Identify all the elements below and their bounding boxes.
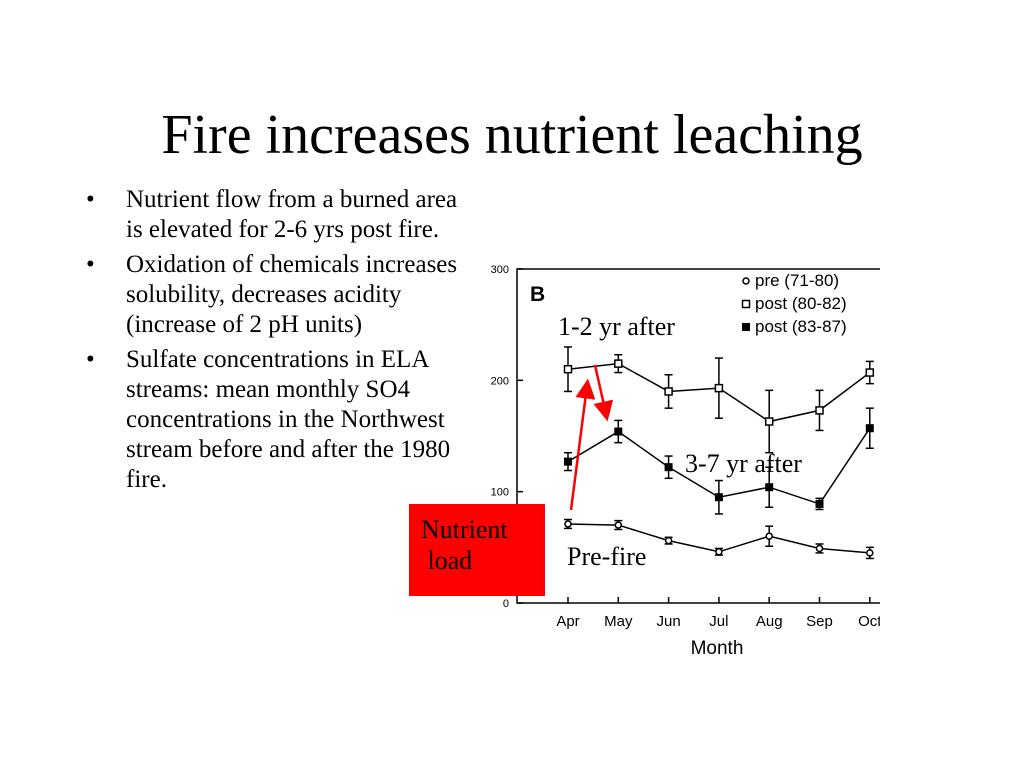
slide-title: Fire increases nutrient leaching <box>161 104 863 166</box>
data-point <box>865 424 874 433</box>
red-arrow-up <box>569 378 596 511</box>
data-point <box>564 520 572 528</box>
data-point <box>664 536 673 545</box>
data-point <box>564 457 572 466</box>
red-arrow-down <box>593 364 614 422</box>
data-point <box>764 417 774 426</box>
bullet-list: Nutrient flow from a burned area is elev… <box>78 185 478 500</box>
y-tick-label: 100 <box>491 487 509 499</box>
legend-label: pre (71-80) <box>755 271 839 290</box>
y-tick-label: 0 <box>503 598 509 610</box>
panel-label: B <box>530 283 545 306</box>
data-point <box>715 548 723 556</box>
data-point <box>614 427 623 436</box>
data-point <box>765 532 773 540</box>
bullet-item: Sulfate concentrations in ELA streams: m… <box>78 345 478 495</box>
y-tick-label: 300 <box>491 264 509 276</box>
sulfate-line-chart: 0 100 200 300 Apr May Jun Jul Aug Sep Oct Month Bpre… <box>491 264 880 659</box>
data-point <box>614 359 623 368</box>
annotation-label: 3-7 yr after <box>685 449 802 478</box>
data-point <box>866 549 874 557</box>
legend-label: post (80-82) <box>755 294 847 313</box>
annotation-label: 1-2 yr after <box>558 312 675 341</box>
bullet-item: Oxidation of chemicals increases solubil… <box>78 250 478 340</box>
y-tick-label: 200 <box>491 375 509 387</box>
x-axis-label: Month <box>691 638 744 659</box>
legend-label: post (83-87) <box>755 317 847 336</box>
data-point <box>714 383 724 393</box>
x-tick-label: Oct <box>858 613 880 630</box>
legend-marker <box>742 323 750 331</box>
x-tick-label: May <box>604 613 633 630</box>
annotation-label: Pre-fire <box>567 542 646 571</box>
plot-frame <box>516 268 880 604</box>
legend-marker <box>741 299 751 309</box>
data-point <box>815 406 824 415</box>
data-point <box>815 544 824 553</box>
data-point <box>563 364 573 374</box>
data-point <box>765 483 774 492</box>
legend-marker <box>742 277 750 285</box>
data-point <box>865 368 875 377</box>
x-tick-label: Jun <box>657 613 681 630</box>
data-point <box>614 521 623 529</box>
x-tick-label: Jul <box>709 613 728 630</box>
data-point <box>714 493 723 502</box>
x-tick-label: Aug <box>756 613 783 630</box>
bullet-item: Nutrient flow from a burned area is elev… <box>78 185 478 245</box>
data-point <box>815 499 824 508</box>
x-tick-label: Sep <box>806 613 833 630</box>
nutrient-load-label: Nutrient load <box>409 504 545 596</box>
x-tick-label: Apr <box>556 613 579 630</box>
data-point <box>664 463 673 472</box>
data-point <box>664 387 673 396</box>
